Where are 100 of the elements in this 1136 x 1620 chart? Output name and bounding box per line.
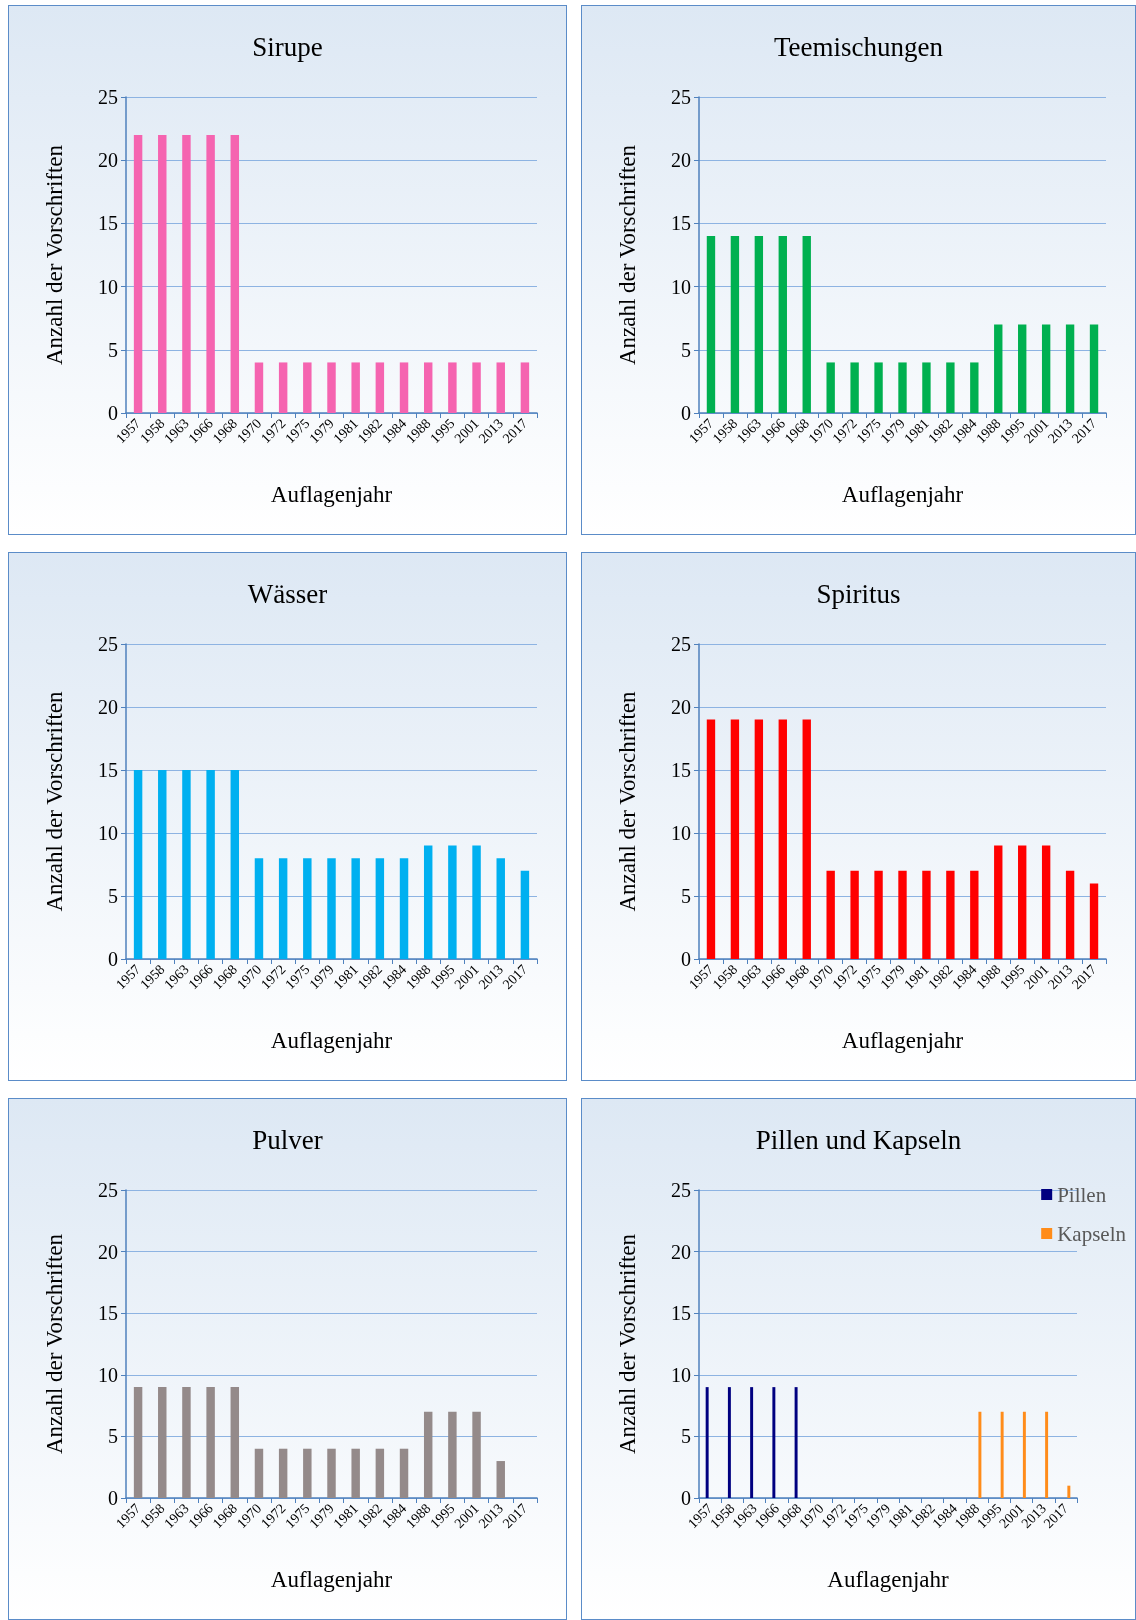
y-tick-label: 20 bbox=[98, 1240, 118, 1263]
bar bbox=[1065, 324, 1075, 413]
bar bbox=[994, 324, 1003, 413]
bar bbox=[1045, 1411, 1049, 1498]
bar bbox=[978, 1411, 982, 1498]
bar bbox=[1041, 324, 1051, 413]
legend-label: Kapseln bbox=[1057, 1221, 1127, 1246]
y-tick-label: 15 bbox=[98, 212, 118, 235]
bar bbox=[922, 870, 931, 959]
y-axis-title: Anzahl der Vorschriften bbox=[615, 144, 640, 366]
bar bbox=[1022, 1411, 1026, 1498]
bar bbox=[706, 236, 716, 413]
bar bbox=[158, 770, 167, 959]
y-axis-title: Anzahl der Vorschriften bbox=[42, 144, 67, 366]
y-tick-label: 25 bbox=[98, 86, 118, 108]
bar bbox=[705, 1387, 709, 1498]
bar bbox=[182, 770, 191, 959]
bar bbox=[826, 870, 835, 959]
bar bbox=[1089, 324, 1099, 413]
y-axis-title: Anzahl der Vorschriften bbox=[42, 1233, 67, 1455]
bar bbox=[1067, 1485, 1071, 1498]
y-tick-label: 20 bbox=[671, 696, 691, 718]
bar bbox=[254, 858, 264, 959]
y-tick-label: 0 bbox=[681, 402, 691, 424]
bar bbox=[727, 1387, 731, 1498]
bar bbox=[254, 1448, 264, 1498]
bar bbox=[133, 770, 143, 959]
bar bbox=[1018, 845, 1027, 959]
bar bbox=[230, 770, 240, 959]
bar bbox=[898, 362, 907, 413]
bar bbox=[826, 362, 835, 413]
y-tick-label: 5 bbox=[681, 885, 691, 907]
y-tick-label: 15 bbox=[671, 759, 691, 781]
y-tick-label: 10 bbox=[671, 1363, 691, 1386]
chart-title: Teemischungen bbox=[773, 31, 944, 62]
chart-title: Spiritus bbox=[816, 578, 901, 609]
bar bbox=[994, 845, 1003, 959]
y-tick-label: 25 bbox=[98, 1179, 118, 1201]
x-axis-title: Auflagenjahr bbox=[270, 1028, 393, 1053]
bar bbox=[730, 719, 740, 959]
y-tick-label: 10 bbox=[98, 822, 118, 844]
y-tick-label: 15 bbox=[671, 212, 691, 235]
y-tick-label: 5 bbox=[681, 338, 691, 361]
bar bbox=[423, 1411, 433, 1498]
bar bbox=[730, 236, 740, 413]
y-tick-label: 0 bbox=[108, 1487, 118, 1509]
bar bbox=[1041, 845, 1051, 959]
y-axis-title: Anzahl der Vorschriften bbox=[615, 690, 640, 912]
bar bbox=[970, 362, 979, 413]
chart-title: Pillen und Kapseln bbox=[755, 1124, 962, 1155]
y-tick-label: 0 bbox=[108, 948, 118, 970]
bar bbox=[1089, 883, 1099, 959]
legend-label: Pillen bbox=[1057, 1182, 1107, 1207]
bar bbox=[158, 1387, 167, 1498]
y-tick-label: 15 bbox=[98, 759, 118, 781]
bar bbox=[327, 1448, 336, 1498]
y-tick-label: 15 bbox=[98, 1302, 118, 1325]
bar bbox=[1000, 1411, 1004, 1498]
y-tick-label: 5 bbox=[108, 885, 118, 907]
bar bbox=[802, 719, 811, 959]
bar bbox=[778, 236, 787, 413]
bar bbox=[303, 1448, 312, 1498]
bar bbox=[278, 1448, 288, 1498]
bar bbox=[754, 719, 764, 959]
y-tick-label: 20 bbox=[98, 696, 118, 718]
bar bbox=[874, 870, 883, 959]
bar bbox=[375, 1448, 385, 1498]
bar bbox=[778, 719, 787, 959]
bar bbox=[1018, 324, 1027, 413]
bar bbox=[448, 1411, 457, 1498]
bar bbox=[520, 870, 530, 959]
bar bbox=[351, 858, 360, 959]
bar bbox=[472, 1411, 481, 1498]
bar bbox=[327, 858, 336, 959]
bar bbox=[230, 1387, 240, 1498]
y-tick-label: 25 bbox=[671, 633, 691, 655]
x-axis-title: Auflagenjahr bbox=[841, 482, 964, 507]
y-tick-label: 10 bbox=[98, 1363, 118, 1386]
bar bbox=[303, 858, 312, 959]
y-tick-label: 20 bbox=[671, 149, 691, 172]
y-tick-label: 10 bbox=[671, 275, 691, 298]
bar bbox=[850, 362, 859, 413]
bar bbox=[874, 362, 883, 413]
bar bbox=[970, 870, 979, 959]
bar bbox=[206, 770, 215, 959]
x-axis-title: Auflagenjahr bbox=[841, 1028, 964, 1053]
bar bbox=[278, 858, 288, 959]
bar bbox=[448, 845, 457, 959]
y-axis-title: Anzahl der Vorschriften bbox=[42, 690, 67, 912]
bar bbox=[472, 845, 481, 959]
bar bbox=[794, 1387, 798, 1498]
bar bbox=[946, 870, 955, 959]
y-tick-label: 25 bbox=[98, 633, 118, 655]
bar bbox=[750, 1387, 754, 1498]
bar bbox=[922, 362, 931, 413]
y-tick-label: 0 bbox=[681, 1487, 691, 1509]
bar bbox=[706, 719, 716, 959]
y-tick-label: 5 bbox=[681, 1425, 691, 1448]
y-tick-label: 20 bbox=[98, 149, 118, 172]
bar bbox=[399, 1448, 409, 1498]
